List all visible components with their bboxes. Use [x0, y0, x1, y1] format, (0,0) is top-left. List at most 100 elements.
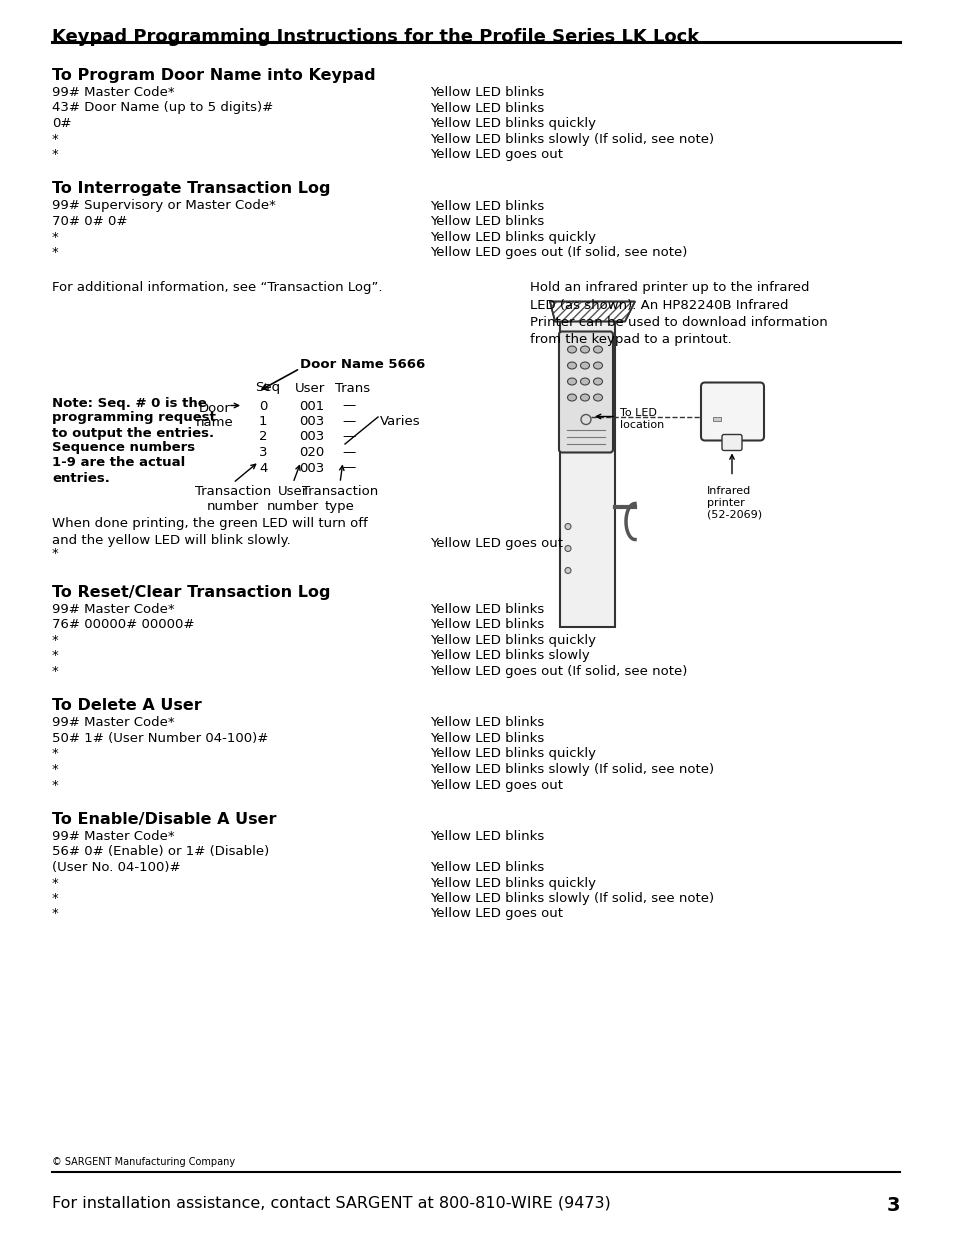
Text: User: User	[294, 382, 325, 394]
Text: 99# Master Code*: 99# Master Code*	[52, 830, 174, 844]
Text: —: —	[341, 399, 355, 412]
Text: Yellow LED goes out (If solid, see note): Yellow LED goes out (If solid, see note)	[430, 246, 687, 259]
Text: 020: 020	[298, 446, 324, 459]
Text: Transaction
type: Transaction type	[301, 485, 377, 513]
Text: *: *	[52, 664, 59, 678]
Text: 4: 4	[258, 462, 267, 474]
FancyBboxPatch shape	[558, 331, 613, 452]
Text: Yellow LED blinks: Yellow LED blinks	[430, 603, 543, 616]
Text: *: *	[52, 547, 59, 559]
Ellipse shape	[593, 346, 602, 353]
Text: Yellow LED blinks: Yellow LED blinks	[430, 200, 543, 212]
Text: —: —	[341, 431, 355, 443]
Ellipse shape	[579, 378, 589, 385]
Text: Door
name: Door name	[196, 401, 233, 430]
Text: Seq: Seq	[254, 382, 280, 394]
Text: Yellow LED goes out: Yellow LED goes out	[430, 778, 562, 792]
Polygon shape	[550, 301, 635, 321]
Text: *: *	[52, 763, 59, 776]
Text: Yellow LED blinks quickly: Yellow LED blinks quickly	[430, 117, 596, 130]
Text: Yellow LED blinks: Yellow LED blinks	[430, 861, 543, 874]
Ellipse shape	[567, 362, 576, 369]
Text: *: *	[52, 877, 59, 889]
Text: 003: 003	[298, 415, 324, 429]
Text: To Reset/Clear Transaction Log: To Reset/Clear Transaction Log	[52, 585, 330, 600]
Text: Hold an infrared printer up to the infrared
LED (as shown). An HP82240B Infrared: Hold an infrared printer up to the infra…	[530, 282, 827, 346]
Text: When done printing, the green LED will turn off
and the yellow LED will blink sl: When done printing, the green LED will t…	[52, 517, 367, 547]
Text: Door Name 5666: Door Name 5666	[299, 358, 425, 372]
Text: *: *	[52, 634, 59, 647]
Text: *: *	[52, 778, 59, 792]
Text: To Program Door Name into Keypad: To Program Door Name into Keypad	[52, 68, 375, 83]
Circle shape	[564, 568, 571, 573]
Text: 0#: 0#	[52, 117, 71, 130]
Ellipse shape	[567, 346, 576, 353]
Text: (User No. 04-100)#: (User No. 04-100)#	[52, 861, 180, 874]
Text: To Enable/Disable A User: To Enable/Disable A User	[52, 811, 276, 827]
Text: © SARGENT Manufacturing Company: © SARGENT Manufacturing Company	[52, 1157, 234, 1167]
Bar	[712, 416, 720, 420]
Text: 99# Master Code*: 99# Master Code*	[52, 86, 174, 99]
Text: *: *	[52, 132, 59, 146]
Text: 001: 001	[298, 399, 324, 412]
Text: Trans: Trans	[335, 382, 370, 394]
Text: Yellow LED blinks slowly (If solid, see note): Yellow LED blinks slowly (If solid, see …	[430, 763, 714, 776]
Text: *: *	[52, 747, 59, 761]
Text: Yellow LED goes out: Yellow LED goes out	[430, 148, 562, 161]
Text: *: *	[52, 908, 59, 920]
Text: Yellow LED blinks slowly (If solid, see note): Yellow LED blinks slowly (If solid, see …	[430, 892, 714, 905]
Bar	[559, 316, 615, 626]
Text: To LED
location: To LED location	[619, 409, 663, 430]
Text: Yellow LED blinks quickly: Yellow LED blinks quickly	[430, 747, 596, 761]
Text: Yellow LED blinks slowly (If solid, see note): Yellow LED blinks slowly (If solid, see …	[430, 132, 714, 146]
Text: Varies: Varies	[379, 415, 420, 429]
Text: Infrared
printer
(52-2069): Infrared printer (52-2069)	[706, 487, 761, 520]
Circle shape	[564, 546, 571, 552]
Ellipse shape	[579, 394, 589, 401]
Text: 0: 0	[258, 399, 267, 412]
Text: *: *	[52, 246, 59, 259]
Text: *: *	[52, 892, 59, 905]
Text: 99# Supervisory or Master Code*: 99# Supervisory or Master Code*	[52, 200, 275, 212]
Text: Transaction
number: Transaction number	[194, 485, 271, 513]
Text: 43# Door Name (up to 5 digits)#: 43# Door Name (up to 5 digits)#	[52, 101, 273, 115]
Text: Yellow LED blinks quickly: Yellow LED blinks quickly	[430, 231, 596, 243]
Text: For additional information, see “Transaction Log”.: For additional information, see “Transac…	[52, 282, 382, 294]
Text: Yellow LED goes out (If solid, see note): Yellow LED goes out (If solid, see note)	[430, 664, 687, 678]
Text: 99# Master Code*: 99# Master Code*	[52, 716, 174, 730]
Text: To Delete A User: To Delete A User	[52, 699, 201, 714]
Text: Yellow LED blinks quickly: Yellow LED blinks quickly	[430, 877, 596, 889]
Text: Yellow LED blinks slowly: Yellow LED blinks slowly	[430, 650, 589, 662]
Text: 76# 00000# 00000#: 76# 00000# 00000#	[52, 619, 194, 631]
Text: —: —	[341, 462, 355, 474]
Text: Yellow LED blinks: Yellow LED blinks	[430, 215, 543, 228]
Circle shape	[564, 524, 571, 530]
Ellipse shape	[593, 378, 602, 385]
Text: 003: 003	[298, 462, 324, 474]
Text: Yellow LED blinks: Yellow LED blinks	[430, 732, 543, 745]
Text: Yellow LED blinks: Yellow LED blinks	[430, 86, 543, 99]
Text: Yellow LED blinks: Yellow LED blinks	[430, 716, 543, 730]
FancyBboxPatch shape	[721, 435, 741, 451]
Text: 50# 1# (User Number 04-100)#: 50# 1# (User Number 04-100)#	[52, 732, 268, 745]
Ellipse shape	[593, 362, 602, 369]
Ellipse shape	[579, 362, 589, 369]
Text: 003: 003	[298, 431, 324, 443]
Text: Yellow LED blinks: Yellow LED blinks	[430, 830, 543, 844]
Text: 2: 2	[258, 431, 267, 443]
Ellipse shape	[567, 378, 576, 385]
Text: 99# Master Code*: 99# Master Code*	[52, 603, 174, 616]
Text: *: *	[52, 650, 59, 662]
Text: Note: Seq. # 0 is the
programming request
to output the entries.
Sequence number: Note: Seq. # 0 is the programming reques…	[52, 396, 215, 484]
Text: Yellow LED blinks: Yellow LED blinks	[430, 619, 543, 631]
Text: *: *	[52, 231, 59, 243]
Text: *: *	[52, 148, 59, 161]
Text: Keypad Programming Instructions for the Profile Series LK Lock: Keypad Programming Instructions for the …	[52, 28, 699, 46]
Text: For installation assistance, contact SARGENT at 800-810-WIRE (9473): For installation assistance, contact SAR…	[52, 1195, 610, 1212]
Text: 1: 1	[258, 415, 267, 429]
Text: Yellow LED goes out: Yellow LED goes out	[430, 537, 562, 550]
Ellipse shape	[593, 394, 602, 401]
Text: 3: 3	[258, 446, 267, 459]
Text: 56# 0# (Enable) or 1# (Disable): 56# 0# (Enable) or 1# (Disable)	[52, 846, 269, 858]
Circle shape	[580, 415, 590, 425]
